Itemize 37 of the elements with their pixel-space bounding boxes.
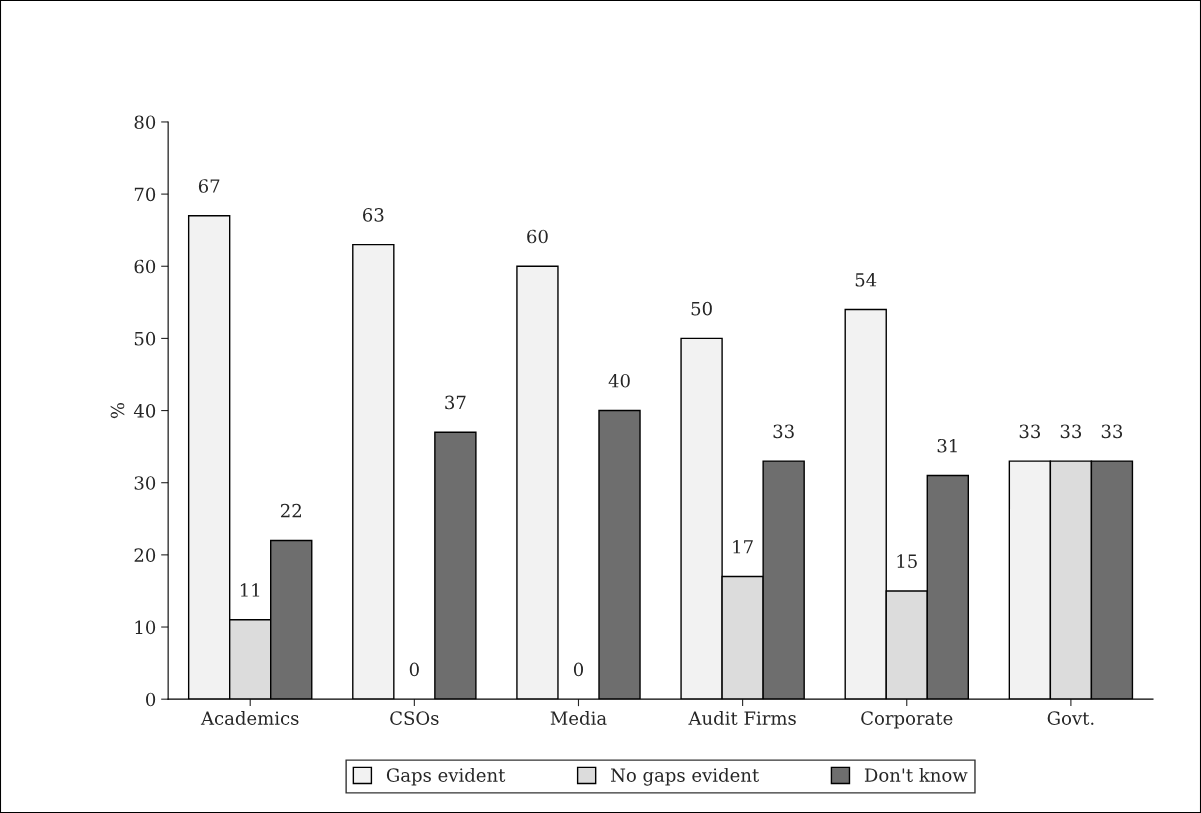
x-tick-label: Govt.: [1047, 711, 1094, 725]
data-label: 15: [897, 554, 917, 569]
legend-label: Gaps evident: [386, 767, 506, 786]
y-tick-label: 20: [134, 548, 156, 562]
legend-label: No gaps evident: [611, 767, 760, 786]
data-label: 0: [573, 662, 584, 677]
x-tick-label: Corporate: [861, 711, 953, 729]
data-label: 22: [280, 503, 301, 518]
data-label: 0: [409, 662, 419, 677]
y-tick-label: 0: [146, 692, 156, 707]
data-label: 50: [691, 301, 712, 316]
data-label: 60: [527, 229, 548, 244]
data-label: 63: [363, 208, 384, 222]
data-label: 40: [608, 373, 630, 388]
data-label: 33: [1101, 424, 1123, 439]
data-label: 17: [733, 539, 753, 554]
data-label: 33: [1060, 424, 1082, 439]
y-tick-label: 70: [134, 187, 156, 202]
data-label: 37: [445, 395, 466, 410]
data-label: 67: [198, 179, 220, 193]
y-tick-label: 80: [134, 115, 156, 130]
y-tick-label: 10: [135, 620, 156, 635]
data-label: 11: [240, 583, 260, 597]
legend-label: Don't know: [864, 767, 968, 782]
x-tick-label: Audit Firms: [688, 710, 796, 725]
data-label: 33: [773, 424, 794, 439]
y-tick-label: 30: [134, 476, 156, 490]
y-tick-label: 40: [133, 404, 156, 418]
data-label: 54: [855, 272, 877, 287]
data-label: 33: [1019, 424, 1040, 439]
x-tick-label: Media: [550, 710, 607, 725]
x-tick-label: Academics: [200, 710, 299, 725]
data-label: 31: [937, 438, 957, 453]
y-axis-title: %: [110, 402, 125, 419]
x-tick-label: CSOs: [390, 711, 439, 725]
y-tick-label: 50: [134, 331, 156, 346]
y-tick-label: 60: [134, 259, 156, 274]
